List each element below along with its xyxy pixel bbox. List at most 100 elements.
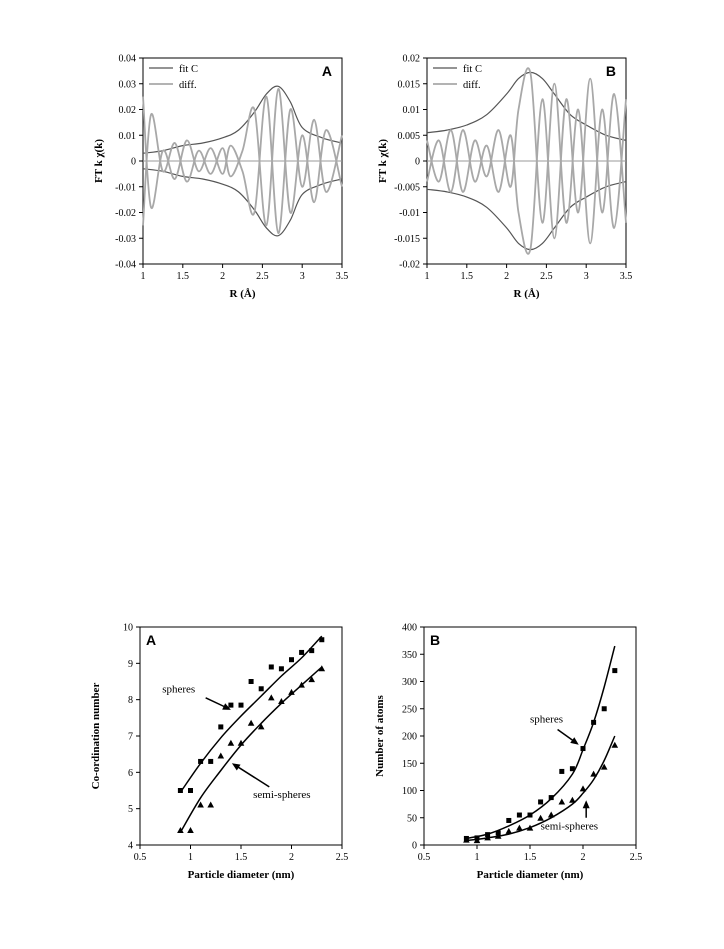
arrowhead-semi-spheres bbox=[582, 800, 590, 809]
data-point-square bbox=[258, 686, 264, 692]
data-point-triangle bbox=[318, 665, 326, 672]
x-tick-label: 2.5 bbox=[336, 852, 349, 863]
x-tick-label: 1.5 bbox=[177, 271, 190, 282]
x-tick-label: 3 bbox=[300, 271, 305, 282]
x-tick-label: 0.5 bbox=[134, 852, 147, 863]
x-axis-label: Particle diameter (nm) bbox=[188, 869, 295, 881]
x-tick-label: 1 bbox=[188, 852, 193, 863]
series-line-diff bbox=[142, 87, 343, 227]
x-tick-label: 3.5 bbox=[336, 271, 349, 282]
legend-label: fit C bbox=[463, 64, 482, 75]
annotation-spheres: spheres bbox=[530, 713, 563, 725]
data-point-triangle bbox=[237, 739, 245, 746]
arrow-semi-spheres bbox=[234, 764, 270, 788]
x-tick-label: 2.5 bbox=[256, 271, 269, 282]
data-point-square bbox=[218, 724, 224, 730]
data-point-triangle bbox=[505, 827, 513, 834]
data-point-triangle bbox=[537, 814, 544, 821]
x-tick-label: 2 bbox=[504, 271, 509, 282]
y-tick-label: 0.02 bbox=[119, 105, 137, 116]
arrowhead-spheres bbox=[222, 703, 231, 710]
data-point-triangle bbox=[484, 834, 491, 841]
y-tick-label: 0.03 bbox=[119, 79, 137, 90]
annotation-spheres: spheres bbox=[162, 683, 195, 695]
y-tick-label: 0.01 bbox=[119, 131, 137, 142]
series-line-mirror bbox=[142, 95, 343, 235]
y-tick-label: 6 bbox=[128, 768, 133, 779]
y-axis-label: Number of atoms bbox=[374, 694, 386, 776]
ft-chart-a: 1 1.5 2 2.5 3 3.5 0.04 0.03 0.02 0.01 0 -0.01 -0.02 -… bbox=[86, 46, 356, 316]
x-axis-label: Particle diameter (nm) bbox=[477, 869, 584, 881]
fit-curve-spheres bbox=[466, 645, 616, 840]
y-tick-label: 0.02 bbox=[403, 54, 421, 65]
x-tick-label: 2 bbox=[220, 271, 225, 282]
y-tick-label: -0.02 bbox=[399, 260, 420, 271]
data-point-square bbox=[319, 637, 325, 643]
y-tick-label: 150 bbox=[402, 759, 417, 770]
y-tick-label: -0.01 bbox=[399, 208, 420, 219]
y-tick-label: -0.03 bbox=[115, 234, 136, 245]
y-tick-label: 0.015 bbox=[398, 79, 421, 90]
data-point-triangle bbox=[247, 719, 255, 726]
legend-label: diff. bbox=[179, 80, 197, 91]
x-tick-label: 3.5 bbox=[620, 271, 633, 282]
legend-label: diff. bbox=[463, 80, 481, 91]
x-tick-label: 2 bbox=[581, 852, 586, 863]
data-point-triangle bbox=[590, 770, 597, 777]
y-tick-label: 9 bbox=[128, 659, 133, 670]
y-tick-label: 0 bbox=[412, 841, 417, 852]
data-point-square bbox=[538, 799, 544, 805]
data-point-triangle bbox=[516, 824, 523, 831]
data-point-square bbox=[506, 817, 512, 823]
y-tick-label: -0.02 bbox=[115, 208, 136, 219]
x-tick-label: 1 bbox=[475, 852, 480, 863]
series-line-diff bbox=[426, 67, 627, 245]
data-point-triangle bbox=[207, 801, 214, 808]
y-tick-label: -0.015 bbox=[394, 234, 420, 245]
data-point-square bbox=[248, 679, 254, 684]
coordination-chart: 0.5 1 1.5 2 2.5 10 9 8 7 6 5 4 Particle diameter (nm… bbox=[86, 615, 356, 895]
x-tick-label: 1.5 bbox=[461, 271, 474, 282]
data-point-square bbox=[580, 746, 586, 752]
y-tick-label: 300 bbox=[402, 677, 417, 688]
panel-label: B bbox=[430, 632, 440, 648]
x-tick-label: 1.5 bbox=[235, 852, 248, 863]
data-point-triangle bbox=[288, 688, 295, 695]
data-point-square bbox=[559, 768, 565, 774]
data-point-triangle bbox=[217, 752, 225, 759]
plot-frame bbox=[139, 626, 343, 846]
data-point-triangle bbox=[611, 741, 619, 748]
x-tick-label: 2.5 bbox=[540, 271, 553, 282]
legend-label: fit C bbox=[179, 64, 198, 75]
data-point-square bbox=[309, 648, 315, 654]
data-point-square bbox=[591, 719, 597, 725]
data-point-triangle bbox=[494, 832, 502, 839]
y-tick-label: 200 bbox=[402, 732, 417, 743]
data-point-square bbox=[177, 788, 183, 793]
x-tick-label: 2.5 bbox=[630, 852, 643, 863]
data-point-triangle bbox=[526, 824, 534, 831]
data-point-square bbox=[278, 666, 284, 672]
y-tick-label: 5 bbox=[128, 804, 133, 815]
y-axis-label: FT k χ(k) bbox=[93, 139, 105, 183]
data-point-square bbox=[208, 758, 214, 764]
data-point-triangle bbox=[187, 826, 194, 833]
fit-curve-spheres bbox=[179, 635, 323, 793]
y-tick-label: 0.01 bbox=[403, 105, 421, 116]
y-tick-label: 50 bbox=[407, 813, 417, 824]
chart-svg: 1 1.5 2 2.5 3 3.5 0.04 0.03 0.02 0.01 0 -0.01 -0.02 -… bbox=[93, 54, 349, 301]
data-point-triangle bbox=[177, 826, 184, 833]
y-tick-label: 100 bbox=[402, 786, 417, 797]
x-tick-label: 3 bbox=[584, 271, 589, 282]
data-point-square bbox=[188, 788, 193, 793]
data-point-triangle bbox=[569, 796, 576, 803]
x-tick-label: 1.5 bbox=[524, 852, 537, 863]
data-point-triangle bbox=[197, 801, 204, 808]
y-tick-label: 10 bbox=[123, 623, 133, 634]
data-point-square bbox=[299, 649, 305, 655]
annotation-semi-spheres: semi-spheres bbox=[541, 821, 598, 833]
y-tick-label: 0 bbox=[131, 157, 136, 168]
panel-label: B bbox=[606, 63, 616, 79]
y-tick-label: 4 bbox=[128, 841, 133, 852]
y-tick-label: 0.005 bbox=[398, 131, 421, 142]
